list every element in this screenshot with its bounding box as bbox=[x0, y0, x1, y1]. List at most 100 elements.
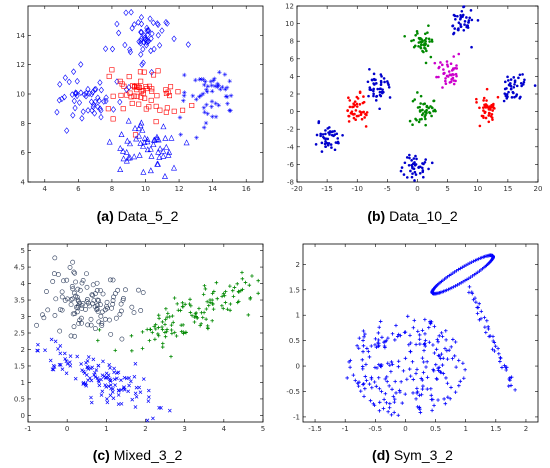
point-cluster-1 bbox=[419, 392, 424, 397]
y-tick-label: 1 bbox=[296, 312, 300, 320]
point-cluster-1 bbox=[367, 355, 372, 359]
point-cluster-10 bbox=[408, 156, 411, 160]
point-cluster-3 bbox=[164, 105, 170, 111]
point-cluster-4 bbox=[194, 97, 199, 102]
point-cluster-5 bbox=[156, 153, 163, 160]
point-cluster-4 bbox=[203, 79, 208, 84]
point-cluster-2 bbox=[90, 103, 96, 111]
point-cluster-1 bbox=[123, 287, 128, 293]
point-cluster-3 bbox=[109, 386, 113, 391]
point-cluster-3 bbox=[129, 100, 135, 106]
point-cluster-3 bbox=[81, 380, 86, 385]
point-cluster-1 bbox=[407, 367, 412, 371]
point-cluster-3 bbox=[513, 388, 517, 392]
point-cluster-7 bbox=[411, 99, 415, 103]
point-cluster-3 bbox=[142, 95, 148, 101]
point-cluster-2 bbox=[459, 281, 463, 285]
point-cluster-1 bbox=[377, 325, 382, 330]
point-cluster-7 bbox=[432, 99, 436, 103]
point-cluster-1 bbox=[131, 21, 137, 28]
y-tick-label: 2 bbox=[21, 346, 25, 354]
point-cluster-7 bbox=[414, 117, 417, 121]
point-cluster-4 bbox=[205, 111, 210, 117]
point-cluster-5 bbox=[459, 14, 462, 17]
point-cluster-3 bbox=[387, 85, 391, 89]
point-cluster-3 bbox=[68, 354, 73, 358]
point-cluster-1 bbox=[381, 406, 386, 411]
point-cluster-1 bbox=[53, 296, 59, 302]
point-cluster-3 bbox=[388, 96, 392, 99]
point-cluster-3 bbox=[124, 92, 130, 98]
x-tick-label: 2 bbox=[524, 425, 528, 433]
point-cluster-2 bbox=[359, 113, 363, 116]
point-cluster-3 bbox=[477, 301, 482, 306]
point-cluster-3 bbox=[504, 368, 509, 372]
point-cluster-8 bbox=[513, 79, 517, 82]
point-cluster-3 bbox=[104, 385, 109, 389]
point-cluster-1 bbox=[70, 296, 75, 302]
point-cluster-2 bbox=[358, 103, 362, 106]
point-cluster-2 bbox=[172, 296, 177, 300]
point-cluster-5 bbox=[117, 144, 124, 151]
point-cluster-3 bbox=[35, 348, 39, 353]
point-cluster-3 bbox=[110, 390, 115, 394]
point-cluster-1 bbox=[369, 344, 374, 348]
point-cluster-1 bbox=[171, 35, 177, 43]
point-cluster-1 bbox=[100, 291, 106, 297]
point-cluster-1 bbox=[376, 338, 381, 342]
point-cluster-1 bbox=[422, 348, 426, 353]
point-cluster-1 bbox=[345, 376, 349, 380]
point-cluster-6 bbox=[448, 73, 452, 77]
point-cluster-1 bbox=[417, 337, 422, 342]
point-cluster-3 bbox=[497, 351, 501, 356]
point-cluster-2 bbox=[469, 260, 474, 264]
point-cluster-10 bbox=[403, 161, 407, 165]
point-cluster-1 bbox=[403, 330, 408, 334]
point-cluster-2 bbox=[163, 322, 167, 327]
point-cluster-3 bbox=[63, 357, 68, 361]
point-cluster-2 bbox=[61, 93, 67, 101]
point-cluster-1 bbox=[357, 336, 362, 340]
point-cluster-1 bbox=[361, 344, 366, 348]
point-cluster-6 bbox=[455, 64, 458, 67]
point-cluster-2 bbox=[363, 116, 366, 119]
point-cluster-9 bbox=[482, 116, 485, 119]
point-cluster-3 bbox=[382, 77, 386, 80]
point-cluster-1 bbox=[417, 405, 422, 410]
point-cluster-4 bbox=[182, 90, 187, 95]
point-cluster-1 bbox=[441, 371, 446, 376]
point-cluster-2 bbox=[214, 280, 219, 285]
x-tick-label: -1 bbox=[25, 425, 32, 433]
point-cluster-1 bbox=[329, 143, 333, 146]
point-cluster-10 bbox=[409, 169, 412, 173]
point-cluster-1 bbox=[57, 328, 63, 334]
point-cluster-2 bbox=[464, 263, 468, 267]
point-cluster-1 bbox=[96, 319, 102, 325]
point-cluster-2 bbox=[73, 90, 79, 98]
point-cluster-5 bbox=[467, 21, 470, 24]
point-cluster-1 bbox=[396, 364, 401, 369]
point-cluster-7 bbox=[411, 123, 414, 127]
point-cluster-1 bbox=[363, 374, 368, 379]
point-cluster-2 bbox=[56, 96, 62, 104]
y-tick-label: -1 bbox=[293, 413, 300, 421]
point-cluster-1 bbox=[144, 27, 150, 35]
point-cluster-6 bbox=[455, 74, 458, 78]
point-cluster-4 bbox=[213, 114, 219, 120]
point-cluster-5 bbox=[136, 132, 143, 139]
point-cluster-3 bbox=[167, 93, 173, 99]
point-cluster-3 bbox=[134, 385, 139, 390]
point-cluster-1 bbox=[437, 334, 442, 338]
point-cluster-3 bbox=[373, 83, 376, 86]
point-cluster-1 bbox=[378, 319, 383, 324]
point-cluster-4 bbox=[177, 115, 183, 120]
y-tick-label: 0 bbox=[21, 412, 25, 420]
point-cluster-10 bbox=[405, 156, 409, 159]
point-cluster-2 bbox=[475, 257, 479, 262]
point-cluster-1 bbox=[391, 394, 396, 399]
point-cluster-4 bbox=[224, 85, 230, 90]
point-cluster-4 bbox=[208, 79, 214, 84]
point-cluster-1 bbox=[320, 141, 324, 145]
point-cluster-3 bbox=[84, 360, 88, 365]
point-cluster-10 bbox=[413, 170, 417, 174]
